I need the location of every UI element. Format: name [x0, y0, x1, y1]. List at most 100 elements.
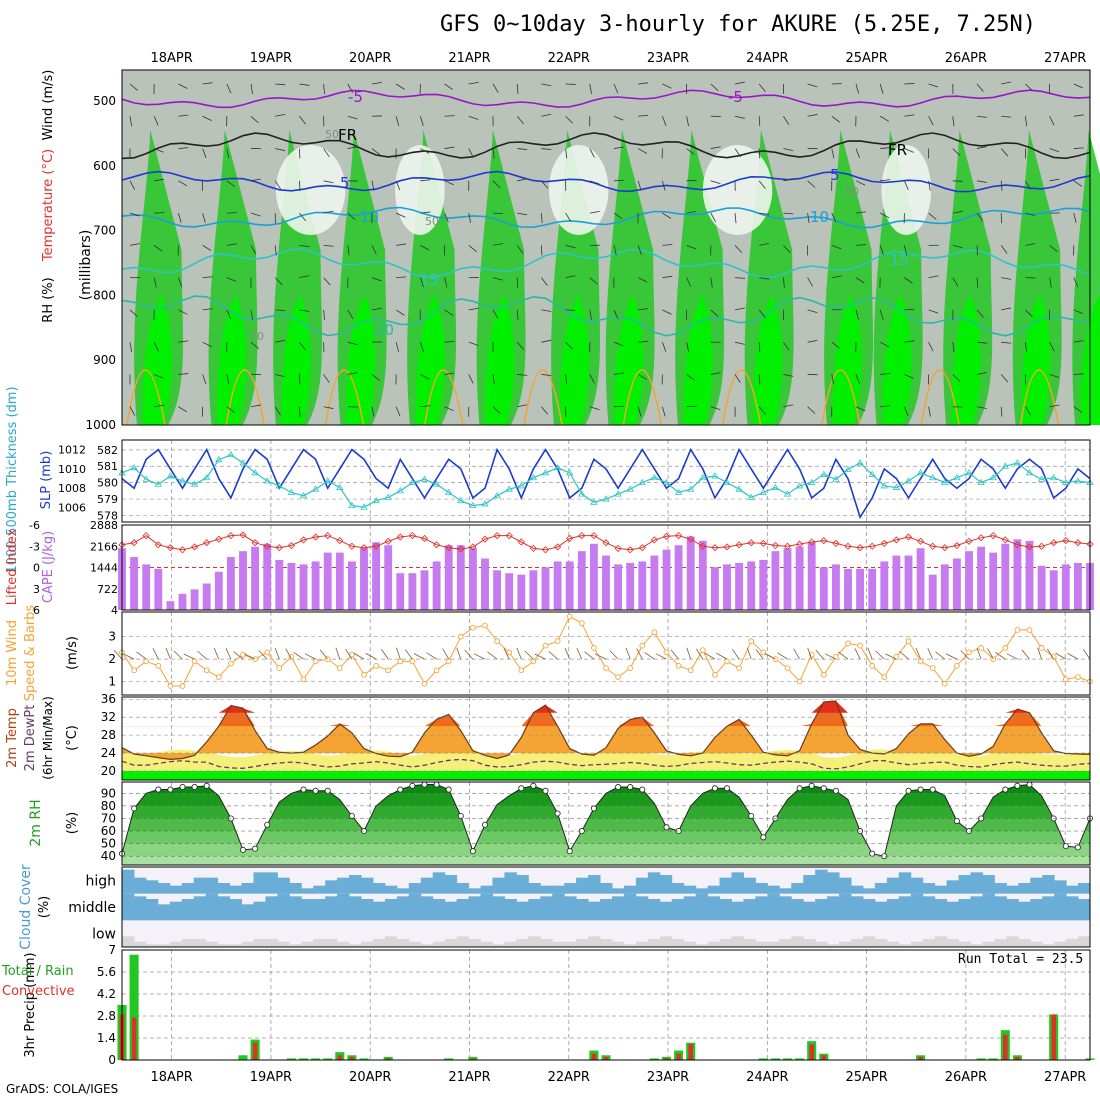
cloud-bar-middle	[671, 899, 685, 921]
wind-barb	[420, 405, 431, 408]
wind-barb	[154, 148, 164, 153]
temp-ytick: 36	[101, 692, 116, 706]
wind-barb	[516, 647, 522, 660]
cape-bar	[771, 551, 780, 610]
cloud-bar-high	[169, 885, 183, 894]
thickness-point	[348, 501, 356, 508]
cloud-bar-high	[122, 869, 135, 894]
convective-bar	[688, 1044, 693, 1060]
cape-bar	[263, 543, 272, 610]
dewpoint-line	[121, 758, 1091, 770]
lifted-index-point	[1001, 536, 1009, 544]
cloud-bar-low	[229, 944, 243, 947]
wind-barb	[807, 406, 816, 414]
cloud-bar-low	[253, 939, 266, 947]
thickness-point	[420, 475, 429, 482]
thickness-point	[844, 465, 852, 472]
wind-barb	[299, 275, 310, 279]
wind-barb	[395, 406, 401, 417]
cloud-level-label: low	[92, 927, 116, 943]
thickness-point	[1062, 478, 1070, 486]
thickness-point	[299, 491, 308, 499]
rh-ytick: 50	[101, 837, 116, 851]
rh-point	[179, 784, 186, 791]
cloud-bar-middle	[205, 893, 219, 921]
rh-point	[397, 786, 404, 793]
cloud-ylabel: Cloud Cover	[18, 864, 34, 950]
wind-barb	[855, 374, 860, 384]
rh-point	[239, 846, 246, 853]
wind-barb	[202, 341, 212, 348]
wind-barb	[1021, 649, 1030, 660]
cape-bar	[856, 568, 865, 610]
wind-speed-point	[203, 667, 210, 674]
cape-bar	[626, 562, 635, 610]
temp-band-orange	[122, 701, 1090, 760]
lifted-index-point	[856, 544, 864, 552]
rh-point	[131, 805, 138, 812]
wind-speed-point	[699, 647, 706, 653]
lifted-index-point	[602, 539, 610, 547]
lifted-index-point	[1025, 543, 1034, 551]
rh-point	[905, 787, 912, 794]
wind-barb	[468, 213, 471, 224]
wind-barb	[474, 653, 486, 660]
wind-speed-point	[1050, 654, 1057, 660]
wind-speed-point	[1014, 627, 1021, 633]
wind-barb	[541, 374, 552, 377]
wind-barb	[444, 180, 454, 186]
wind-barb	[1082, 648, 1091, 660]
wind-barb	[517, 374, 528, 376]
cape-bar	[311, 561, 320, 610]
wind-speed-point	[627, 665, 634, 671]
wind-barb	[662, 309, 672, 315]
cloud-bar-low	[576, 939, 589, 947]
wind-barb	[564, 647, 571, 660]
cloud-bar-high	[970, 872, 983, 894]
wind-barb	[904, 340, 915, 343]
cloud-bar-low	[1018, 939, 1031, 947]
wind-barb	[976, 115, 987, 118]
thickness-ytick: 580	[97, 477, 118, 490]
cape-bar	[360, 548, 368, 610]
wind-barb	[995, 652, 1006, 660]
lifted-index-point	[239, 531, 247, 539]
wind-barb	[758, 180, 766, 189]
cloud-bar-middle	[145, 899, 159, 921]
cloud-bar-high	[384, 885, 398, 894]
wind-barb	[899, 650, 909, 660]
rh-point	[1074, 844, 1081, 851]
cloud-bar-middle	[958, 899, 971, 921]
dry-patch	[702, 145, 773, 235]
rh-ytick: 70	[101, 811, 116, 825]
wind-barb	[945, 653, 958, 660]
temp-ylabel-c: (6hr Min/Max)	[41, 696, 55, 780]
cloud-bar-low	[504, 941, 517, 947]
wind-barb	[686, 211, 697, 214]
thickness-point	[469, 501, 477, 508]
cloud-bar-low	[707, 941, 721, 947]
wind-barb	[444, 372, 455, 375]
cloud-bar-high	[528, 883, 541, 894]
wind-barb	[468, 245, 477, 252]
cape-bar	[142, 564, 151, 610]
wind-barb	[976, 372, 987, 375]
wind-speed-point	[1075, 674, 1081, 680]
rh-point	[457, 812, 464, 819]
wind-barb	[613, 212, 623, 220]
wind-barb	[710, 309, 719, 317]
wind-barb	[1000, 180, 1003, 191]
cloud-bar-high	[229, 885, 243, 894]
wind-barb	[347, 309, 354, 319]
rh-point	[481, 821, 488, 828]
wind-speed-point	[191, 658, 198, 665]
wind-barb	[492, 148, 495, 159]
wind-barb	[420, 245, 430, 251]
wind-barb	[299, 212, 307, 222]
wind-barb	[613, 372, 624, 375]
wind-barb	[1046, 648, 1055, 660]
cape-bar	[372, 542, 381, 610]
rh-point	[300, 786, 307, 793]
cloud-bar-middle	[133, 896, 147, 921]
